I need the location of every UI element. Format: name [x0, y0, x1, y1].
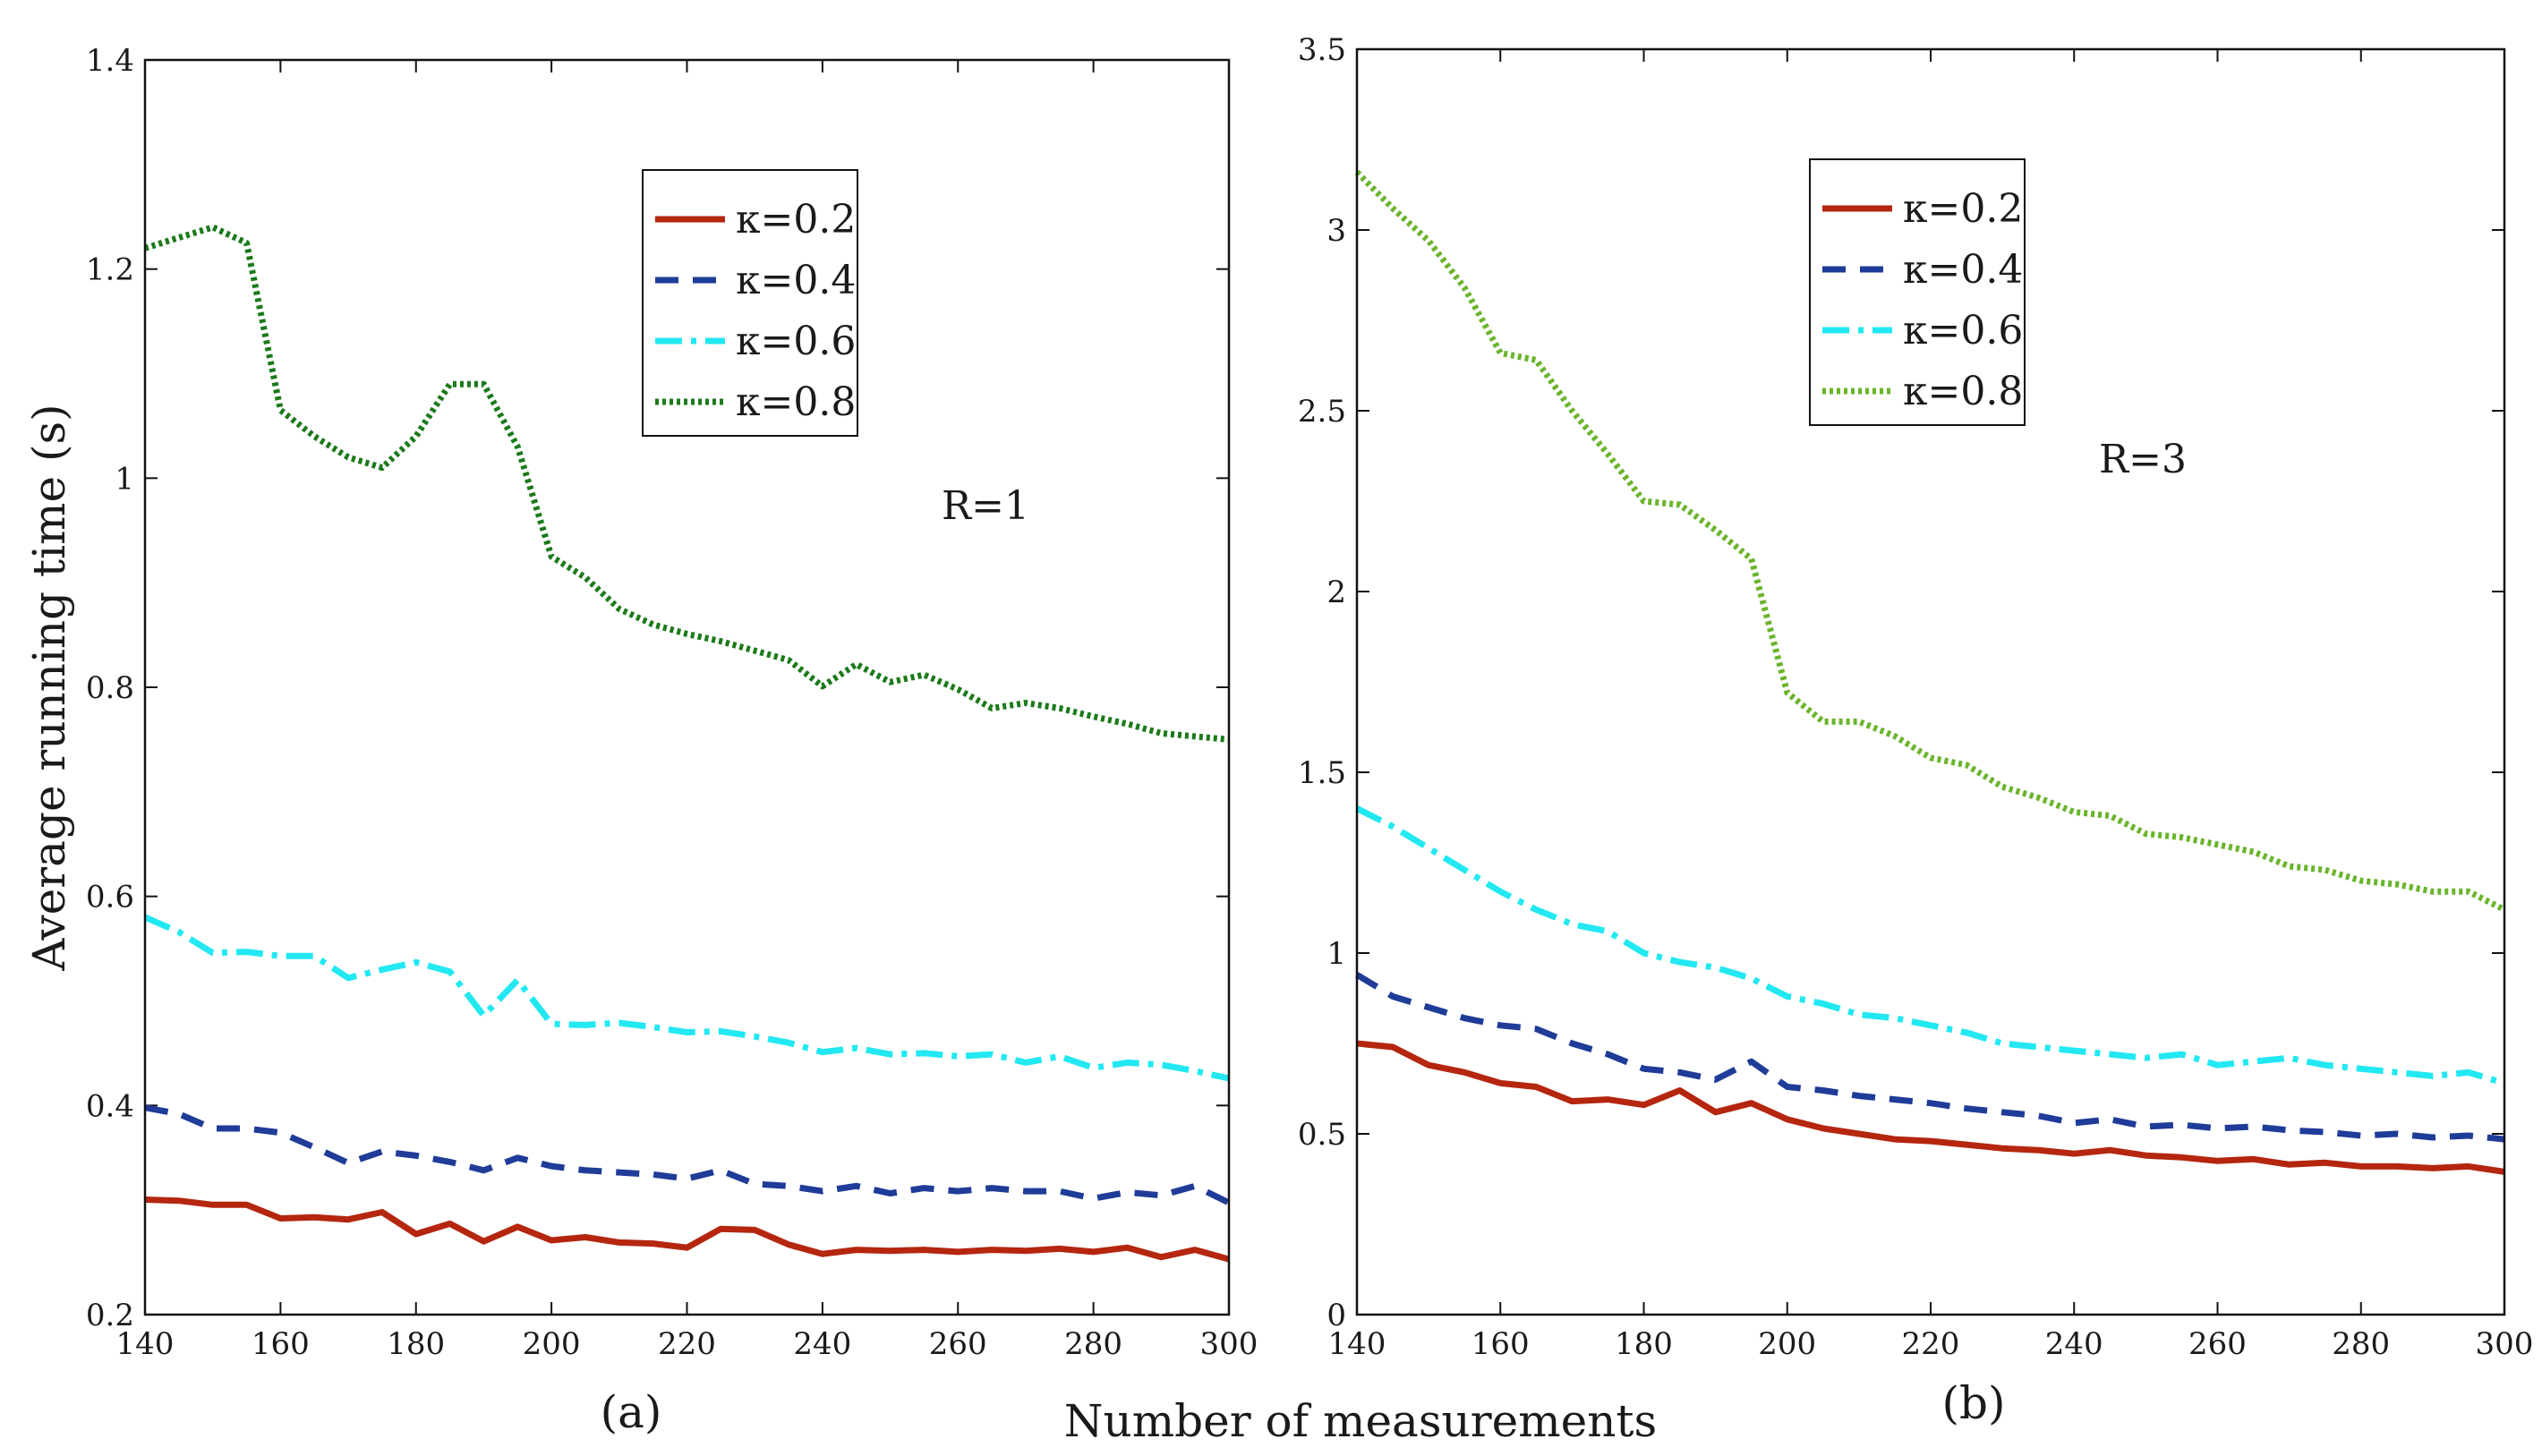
panel-a-xtick-label: 300	[1200, 1326, 1258, 1362]
panel-b-ytick-label: 2.5	[1298, 394, 1346, 430]
panel-b-ytick-label: 2	[1326, 575, 1346, 610]
panel-a-ytick-label: 0.2	[86, 1298, 134, 1333]
panel-a-annotation: R=1	[942, 483, 1029, 529]
panel-b-legend-items: κ=0.2 κ=0.4 κ=0.6 κ=0.8	[1822, 186, 2023, 414]
panel-b-ytick-label: 0.5	[1298, 1117, 1346, 1153]
panel-a-xtick-label: 180	[387, 1326, 445, 1362]
panel-a-legend-label-1: κ=0.2	[736, 197, 856, 243]
panel-a-ytick-label: 1.4	[86, 43, 134, 79]
shared-xlabel: Number of measurements	[1064, 1395, 1657, 1447]
panel-b-xtick-label: 180	[1615, 1326, 1673, 1362]
panel-a-series-2-line	[144, 1104, 1231, 1206]
panel-a: 140 160 180 200 220 240 260 280 300 0.2 0.4 0.6 0.8 1…	[23, 43, 1258, 1438]
panel-a-ytick-label: 1.2	[86, 252, 134, 288]
panel-a-legend-items: κ=0.2 κ=0.4 κ=0.6 κ=0.8	[655, 197, 856, 425]
panel-a-xtick-label: 160	[252, 1326, 310, 1362]
panel-b-legend-label-4: κ=0.8	[1903, 369, 2023, 414]
panel-b-xtick-label: 220	[1902, 1326, 1960, 1362]
panel-b-legend-label-2: κ=0.4	[1903, 247, 2023, 293]
panel-b-xtick-label: 200	[1758, 1326, 1816, 1362]
panel-a-ytick-label: 0.8	[86, 670, 134, 706]
panel-b-xtick-label: 300	[2476, 1326, 2534, 1362]
panel-b-ytick-label: 1	[1326, 936, 1346, 972]
panel-a-legend-box	[642, 169, 858, 437]
panel-b-legend-label-1: κ=0.2	[1903, 186, 2023, 232]
panel-b-axes-frame	[1355, 47, 2506, 1316]
panel-b-label: (b)	[1941, 1377, 2005, 1429]
panel-b-marks: 140 160 180 200 220 240 260 280 300 0 0.5 1 1.5 2 2.5 3…	[1298, 32, 2534, 1362]
panel-b-series-4-line	[1354, 169, 2506, 913]
panel-a-ytick-label: 0.4	[86, 1088, 134, 1124]
panel-a-series-4-line	[143, 224, 1230, 743]
panel-b-ytick-label: 0	[1326, 1298, 1346, 1333]
panel-a-xtick-label: 200	[523, 1326, 581, 1362]
panel-a-legend-label-3: κ=0.6	[736, 319, 856, 364]
panel-a-xtick-label: 260	[929, 1326, 987, 1362]
panel-b-xtick-label: 240	[2045, 1326, 2103, 1362]
panel-b-ytick-label: 1.5	[1298, 755, 1346, 791]
panel-b: 140 160 180 200 220 240 260 280 300 0 0.5 1 1.5 2 2.5 3…	[1298, 32, 2534, 1429]
panel-b-legend-label-3: κ=0.6	[1903, 308, 2023, 353]
panel-b-xtick-label: 160	[1471, 1326, 1530, 1362]
panel-b-series-3-line	[1355, 805, 2506, 1086]
panel-a-legend-label-4: κ=0.8	[736, 379, 856, 425]
panel-b-legend: κ=0.2 κ=0.4 κ=0.6 κ=0.8	[1809, 158, 2026, 426]
panel-b-series-2-line	[1355, 972, 2505, 1143]
panel-a-ylabel: Average running time (s)	[23, 404, 75, 971]
panel-a-label: (a)	[601, 1386, 662, 1438]
panel-a-xtick-label: 240	[793, 1326, 851, 1362]
panel-b-xtick-label: 280	[2332, 1326, 2390, 1362]
panel-b-ytick-label: 3	[1326, 213, 1346, 249]
panel-a-legend: κ=0.2 κ=0.4 κ=0.6 κ=0.8	[642, 169, 858, 437]
panel-a-xtick-label: 140	[116, 1326, 175, 1362]
panel-b-xtick-label: 140	[1328, 1326, 1386, 1362]
panel-a-ytick-label: 0.6	[86, 880, 134, 915]
panel-b-legend-box	[1809, 158, 2026, 426]
panel-a-series-3-line	[143, 914, 1230, 1082]
panel-a-marks: 140 160 180 200 220 240 260 280 300 0.2 0.4 0.6 0.8 1…	[86, 43, 1258, 1362]
panel-a-series-1-line	[144, 1196, 1230, 1263]
panel-a-ytick-label: 1	[115, 461, 134, 497]
panel-a-axes-frame	[143, 58, 1231, 1316]
panel-a-legend-label-2: κ=0.4	[736, 258, 856, 303]
panel-b-annotation: R=3	[2099, 437, 2187, 482]
panel-b-series-1-line	[1356, 1040, 2505, 1175]
panel-a-xtick-label: 220	[658, 1326, 716, 1362]
panel-b-xtick-label: 260	[2188, 1326, 2247, 1362]
panel-b-ytick-label: 3.5	[1298, 32, 1346, 68]
panel-a-xtick-label: 280	[1064, 1326, 1122, 1362]
